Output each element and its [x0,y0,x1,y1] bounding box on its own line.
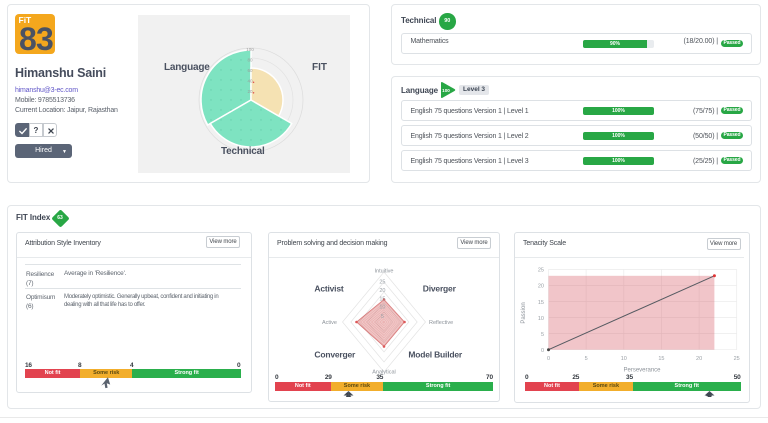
svg-text:10: 10 [379,304,385,310]
svg-text:0: 0 [541,348,544,354]
svg-text:Language: Language [164,62,210,73]
svg-text:20: 20 [696,356,702,362]
svg-text:25: 25 [379,279,385,285]
svg-text:Diverger: Diverger [423,284,457,294]
svg-text:Reflective: Reflective [429,320,453,326]
svg-text:Intuitive: Intuitive [375,269,394,275]
svg-text:100: 100 [246,47,254,52]
svg-text:15: 15 [379,297,385,303]
svg-text:80: 80 [247,58,253,63]
svg-text:Model Builder: Model Builder [408,350,462,360]
svg-text:5: 5 [585,356,588,362]
svg-text:Active: Active [322,320,337,326]
svg-text:Technical: Technical [221,146,265,157]
svg-text:10: 10 [538,316,544,322]
svg-text:25: 25 [538,268,544,274]
svg-text:Perseverance: Perseverance [623,368,661,374]
svg-text:Converger: Converger [314,350,356,360]
svg-text:FIT: FIT [312,62,327,73]
svg-text:60: 60 [247,68,253,73]
svg-text:15: 15 [538,300,544,306]
svg-text:40: 40 [247,79,253,84]
svg-text:20: 20 [379,288,385,294]
svg-text:0: 0 [547,356,550,362]
svg-text:20: 20 [538,284,544,290]
svg-text:Analytical: Analytical [372,370,396,376]
svg-text:5: 5 [381,314,384,320]
svg-text:15: 15 [658,356,664,362]
svg-text:10: 10 [621,356,627,362]
svg-text:Activist: Activist [314,284,343,294]
svg-text:25: 25 [734,356,740,362]
svg-text:Passion: Passion [521,302,527,323]
svg-text:5: 5 [541,332,544,338]
svg-text:20: 20 [247,89,253,94]
svg-text:100: 100 [442,88,450,93]
